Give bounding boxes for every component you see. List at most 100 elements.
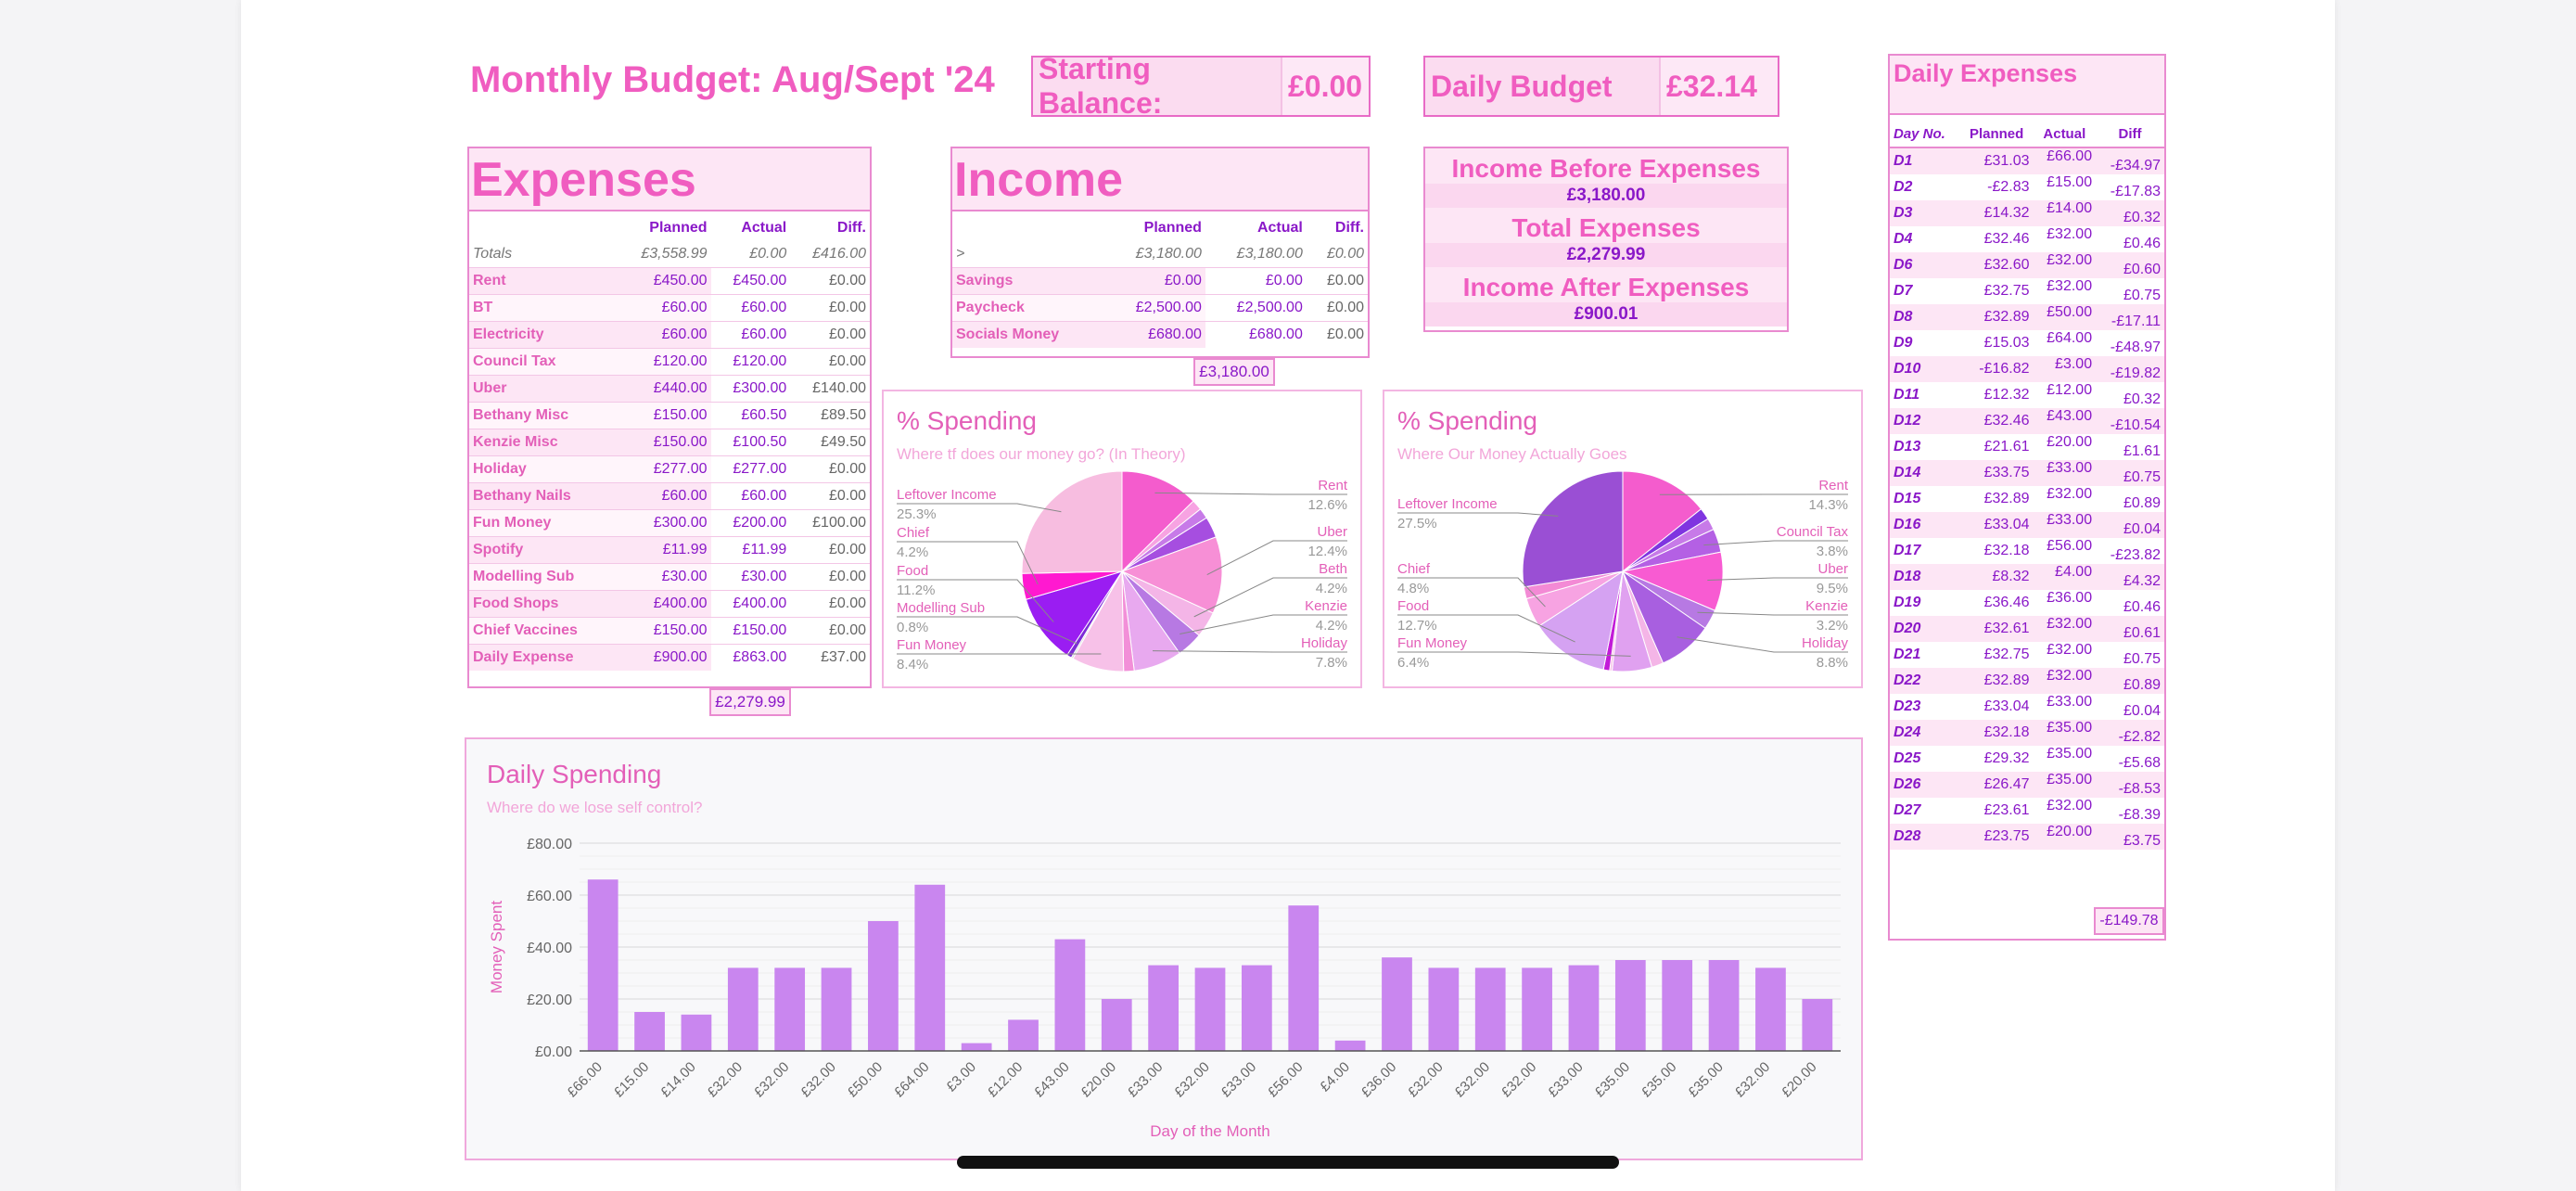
bar[interactable]: [1662, 960, 1693, 1051]
row-planned[interactable]: £60.00: [615, 321, 711, 349]
daily-row[interactable]: D10 -£16.82 £3.00 -£19.82: [1890, 356, 2164, 382]
row-actual[interactable]: £60.50: [710, 402, 791, 429]
table-row[interactable]: Kenzie Misc £150.00 £100.50 £49.50: [469, 429, 870, 456]
day-planned[interactable]: £23.75: [1959, 824, 2034, 850]
daily-row[interactable]: D16 £33.04 £33.00 £0.04: [1890, 512, 2164, 538]
day-actual[interactable]: £66.00: [2033, 147, 2097, 174]
bar[interactable]: [1708, 960, 1740, 1051]
daily-row[interactable]: D14 £33.75 £33.00 £0.75: [1890, 460, 2164, 486]
daily-row[interactable]: D8 £32.89 £50.00 -£17.11: [1890, 304, 2164, 330]
daily-row[interactable]: D20 £32.61 £32.00 £0.61: [1890, 616, 2164, 642]
day-planned[interactable]: £32.75: [1959, 642, 2034, 668]
row-name[interactable]: Council Tax: [469, 348, 616, 376]
day-actual[interactable]: £33.00: [2033, 694, 2097, 720]
row-diff[interactable]: £0.00: [790, 294, 870, 322]
day-planned[interactable]: -£2.83: [1959, 174, 2034, 200]
totals-diff[interactable]: £416.00: [812, 246, 866, 262]
day-diff[interactable]: £0.46: [2096, 590, 2164, 616]
row-diff[interactable]: £0.00: [790, 321, 870, 349]
bar[interactable]: [634, 1012, 665, 1051]
row-planned[interactable]: £300.00: [615, 509, 711, 537]
row-diff[interactable]: £0.00: [790, 267, 870, 295]
day-number[interactable]: D4: [1890, 226, 1960, 252]
row-planned[interactable]: £150.00: [615, 617, 711, 645]
day-diff[interactable]: £0.04: [2096, 512, 2164, 538]
bar[interactable]: [1334, 1040, 1366, 1051]
column-header[interactable]: Actual: [2033, 121, 2097, 148]
expenses-table[interactable]: Planned Actual Diff. Totals £3,558.99 £0.00 £4…: [469, 215, 870, 671]
bar[interactable]: [1755, 967, 1786, 1051]
day-actual[interactable]: £32.00: [2033, 252, 2097, 278]
bar[interactable]: [1382, 957, 1412, 1051]
row-name[interactable]: Uber: [469, 375, 616, 403]
row-name[interactable]: Savings: [952, 267, 1104, 295]
day-diff[interactable]: £0.60: [2096, 252, 2164, 278]
day-actual[interactable]: £32.00: [2033, 486, 2097, 512]
daily-row[interactable]: D26 £26.47 £35.00 -£8.53: [1890, 772, 2164, 798]
day-actual[interactable]: £32.00: [2033, 642, 2097, 668]
bar[interactable]: [1428, 967, 1460, 1051]
row-diff[interactable]: £0.00: [790, 590, 870, 618]
day-number[interactable]: D26: [1890, 772, 1960, 798]
bar[interactable]: [961, 1043, 992, 1051]
horizontal-scrollbar[interactable]: [957, 1156, 1619, 1169]
row-name[interactable]: Daily Expense: [469, 644, 616, 671]
column-header[interactable]: Actual: [741, 220, 787, 236]
row-name[interactable]: Modelling Sub: [469, 563, 616, 591]
table-row[interactable]: Daily Expense £900.00 £863.00 £37.00: [469, 644, 870, 671]
day-planned[interactable]: £32.46: [1959, 408, 2034, 434]
day-actual[interactable]: £32.00: [2033, 668, 2097, 694]
row-diff[interactable]: £89.50: [790, 402, 870, 429]
daily-row[interactable]: D25 £29.32 £35.00 -£5.68: [1890, 746, 2164, 772]
day-diff[interactable]: £0.75: [2096, 642, 2164, 668]
day-diff[interactable]: £0.32: [2096, 382, 2164, 408]
day-planned[interactable]: £32.60: [1959, 252, 2034, 278]
day-planned[interactable]: £8.32: [1959, 564, 2034, 590]
daily-expenses-sum[interactable]: -£149.78: [2094, 907, 2164, 935]
day-actual[interactable]: £35.00: [2033, 720, 2097, 746]
row-name[interactable]: Bethany Misc: [469, 402, 616, 429]
day-planned[interactable]: £23.61: [1959, 798, 2034, 824]
table-row[interactable]: Fun Money £300.00 £200.00 £100.00: [469, 509, 870, 537]
row-actual[interactable]: £60.00: [710, 482, 791, 510]
row-name[interactable]: Kenzie Misc: [469, 429, 616, 456]
bar[interactable]: [1148, 965, 1179, 1051]
day-number[interactable]: D10: [1890, 356, 1960, 382]
day-diff[interactable]: £0.75: [2096, 278, 2164, 304]
daily-row[interactable]: D7 £32.75 £32.00 £0.75: [1890, 278, 2164, 304]
bar[interactable]: [1194, 967, 1226, 1051]
day-actual[interactable]: £33.00: [2033, 512, 2097, 538]
day-actual[interactable]: £32.00: [2033, 278, 2097, 304]
pie-slice[interactable]: [1522, 470, 1624, 588]
daily-row[interactable]: D17 £32.18 £56.00 -£23.82: [1890, 538, 2164, 564]
day-number[interactable]: D3: [1890, 200, 1960, 226]
day-number[interactable]: D20: [1890, 616, 1960, 642]
day-diff[interactable]: £1.61: [2096, 434, 2164, 460]
daily-row[interactable]: D9 £15.03 £64.00 -£48.97: [1890, 330, 2164, 356]
day-number[interactable]: D22: [1890, 668, 1960, 694]
bar[interactable]: [821, 967, 852, 1051]
daily-row[interactable]: D4 £32.46 £32.00 £0.46: [1890, 226, 2164, 252]
row-actual[interactable]: £120.00: [710, 348, 791, 376]
daily-row[interactable]: D18 £8.32 £4.00 £4.32: [1890, 564, 2164, 590]
daily-row[interactable]: D22 £32.89 £32.00 £0.89: [1890, 668, 2164, 694]
table-row[interactable]: Bethany Misc £150.00 £60.50 £89.50: [469, 402, 870, 429]
daily-row[interactable]: D6 £32.60 £32.00 £0.60: [1890, 252, 2164, 278]
bar[interactable]: [1802, 999, 1833, 1051]
day-number[interactable]: D25: [1890, 746, 1960, 772]
bar[interactable]: [1288, 905, 1320, 1051]
daily-row[interactable]: D21 £32.75 £32.00 £0.75: [1890, 642, 2164, 668]
row-actual[interactable]: £863.00: [710, 644, 791, 671]
row-diff[interactable]: £37.00: [790, 644, 870, 671]
column-header[interactable]: Day No.: [1890, 121, 1960, 148]
bar[interactable]: [774, 967, 806, 1051]
row-actual[interactable]: £450.00: [710, 267, 791, 295]
bar[interactable]: [681, 1014, 712, 1051]
day-planned[interactable]: £32.89: [1959, 304, 2034, 330]
day-diff[interactable]: £0.46: [2096, 226, 2164, 252]
row-diff[interactable]: £100.00: [790, 509, 870, 537]
bar[interactable]: [1242, 965, 1272, 1051]
totals-planned[interactable]: £3,180.00: [1135, 246, 1202, 262]
bar[interactable]: [587, 879, 618, 1051]
daily-row[interactable]: D12 £32.46 £43.00 -£10.54: [1890, 408, 2164, 434]
